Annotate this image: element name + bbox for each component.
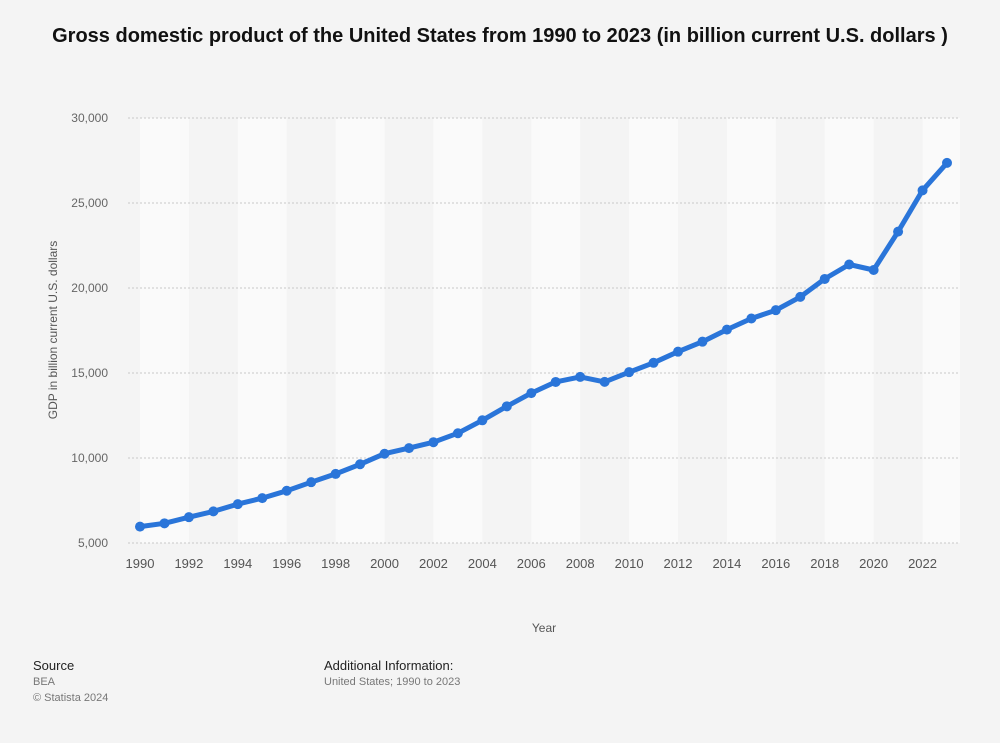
data-point[interactable]	[501, 401, 512, 412]
x-tick-label: 2010	[615, 556, 644, 571]
x-tick-label: 2018	[810, 556, 839, 571]
data-point[interactable]	[379, 448, 390, 459]
y-axis-title: GDP in billion current U.S. dollars	[46, 241, 60, 420]
chart-title: Gross domestic product of the United Sta…	[52, 25, 948, 47]
x-tick-label: 1998	[321, 556, 350, 571]
data-point[interactable]	[183, 512, 194, 523]
y-tick-label: 10,000	[71, 451, 108, 465]
data-point[interactable]	[721, 324, 732, 335]
y-tick-label: 5,000	[78, 536, 108, 550]
data-point[interactable]	[917, 185, 928, 196]
source-name: BEA	[33, 676, 56, 688]
data-point[interactable]	[624, 367, 635, 378]
data-point[interactable]	[795, 291, 806, 302]
data-point[interactable]	[893, 226, 904, 237]
series-line	[137, 160, 950, 530]
data-point[interactable]	[452, 428, 463, 439]
data-point[interactable]	[232, 499, 243, 510]
data-point[interactable]	[819, 273, 830, 284]
x-tick-label: 2016	[761, 556, 790, 571]
data-point[interactable]	[550, 376, 561, 387]
background-band	[335, 118, 385, 543]
data-point[interactable]	[404, 443, 414, 454]
data-point[interactable]	[428, 437, 439, 448]
data-point[interactable]	[844, 259, 855, 270]
data-point[interactable]	[575, 371, 586, 382]
x-tick-label: 2004	[468, 556, 497, 571]
data-point[interactable]	[648, 357, 659, 368]
background-band	[237, 118, 287, 543]
data-point[interactable]	[257, 493, 268, 504]
y-tick-label: 20,000	[71, 281, 108, 295]
data-point[interactable]	[159, 518, 170, 529]
data-points	[135, 157, 952, 532]
data-point[interactable]	[673, 346, 683, 357]
x-tick-label: 1990	[126, 556, 155, 571]
data-point[interactable]	[599, 376, 610, 387]
y-tick-label: 30,000	[71, 111, 108, 125]
background-bands	[140, 118, 960, 543]
data-point[interactable]	[477, 415, 488, 426]
data-point[interactable]	[281, 485, 292, 496]
data-point[interactable]	[770, 305, 781, 316]
source-heading: Source	[33, 658, 75, 673]
data-point[interactable]	[868, 264, 879, 275]
background-band	[824, 118, 874, 543]
copyright: © Statista 2024	[33, 692, 109, 704]
x-tick-label: 2012	[664, 556, 693, 571]
x-tick-label: 2002	[419, 556, 448, 571]
y-tick-label: 25,000	[71, 196, 108, 210]
additional-text: United States; 1990 to 2023	[324, 676, 461, 688]
data-point[interactable]	[746, 313, 757, 324]
data-point[interactable]	[306, 477, 317, 488]
background-band	[922, 118, 960, 543]
data-point[interactable]	[135, 521, 145, 532]
background-band	[629, 118, 678, 543]
x-tick-label: 2022	[908, 556, 937, 571]
data-point[interactable]	[355, 459, 366, 470]
background-band	[433, 118, 483, 543]
background-band	[726, 118, 776, 543]
x-axis-ticks: 1990 1992 1994 1996 1998 2000 2002 2004 2006 2008…	[126, 556, 937, 571]
y-axis-ticks: 5,000 10,000 15,000 20,000 25,000 30,000	[71, 111, 108, 550]
x-tick-label: 1996	[272, 556, 301, 571]
data-point[interactable]	[330, 468, 341, 479]
data-point[interactable]	[526, 388, 537, 399]
x-tick-label: 2000	[370, 556, 399, 571]
x-tick-label: 2014	[712, 556, 741, 571]
x-tick-label: 2020	[859, 556, 888, 571]
additional-info-block: Additional Information: United States; 1…	[324, 658, 460, 690]
x-tick-label: 2008	[566, 556, 595, 571]
additional-heading: Additional Information:	[324, 658, 454, 673]
gridlines	[128, 117, 960, 544]
x-tick-label: 2006	[517, 556, 546, 571]
source-block: Source BEA © Statista 2024	[33, 658, 108, 706]
background-band	[531, 118, 581, 543]
x-tick-label: 1994	[223, 556, 252, 571]
x-tick-label: 1992	[174, 556, 203, 571]
x-axis-title: Year	[532, 621, 556, 635]
data-point[interactable]	[942, 157, 952, 168]
data-point[interactable]	[697, 336, 708, 347]
y-tick-label: 15,000	[71, 366, 108, 380]
background-band	[140, 118, 189, 543]
data-point[interactable]	[208, 506, 219, 517]
